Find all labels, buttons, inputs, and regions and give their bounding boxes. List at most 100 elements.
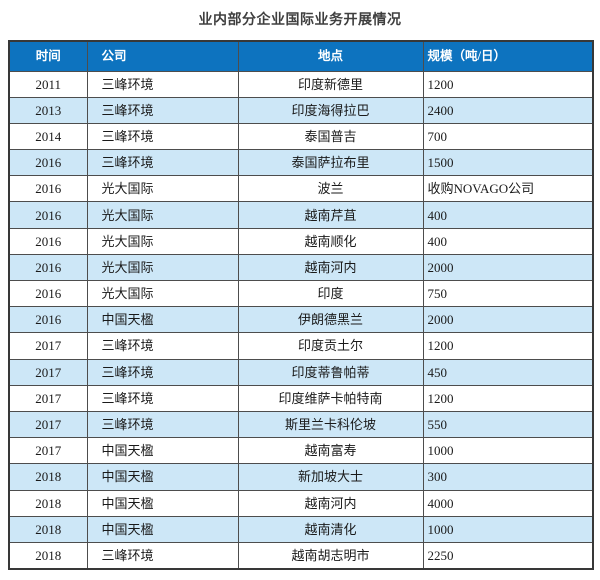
cell-scale: 750 bbox=[422, 279, 594, 308]
cell-company: 三峰环境 bbox=[86, 358, 239, 386]
table-row: 2017 中国天楹 越南富寿 1000 bbox=[8, 437, 594, 465]
cell-time: 2018 bbox=[8, 463, 88, 491]
cell-company: 中国天楹 bbox=[86, 515, 239, 543]
cell-company: 三峰环境 bbox=[86, 541, 239, 570]
cell-company: 三峰环境 bbox=[86, 149, 239, 177]
cell-company: 光大国际 bbox=[86, 227, 239, 255]
table-row: 2016 光大国际 越南河内 2000 bbox=[8, 253, 594, 282]
cell-scale: 4000 bbox=[422, 489, 594, 517]
cell-company: 三峰环境 bbox=[86, 96, 239, 124]
cell-scale: 400 bbox=[422, 201, 594, 229]
cell-company: 中国天楹 bbox=[86, 463, 239, 491]
cell-location: 越南胡志明市 bbox=[237, 541, 424, 570]
cell-company: 中国天楹 bbox=[86, 437, 239, 465]
cell-time: 2016 bbox=[8, 279, 88, 308]
cell-location: 印度贡土尔 bbox=[237, 332, 424, 360]
cell-scale: 2400 bbox=[422, 96, 594, 124]
cell-time: 2017 bbox=[8, 358, 88, 386]
cell-location: 伊朗德黑兰 bbox=[237, 306, 424, 334]
cell-time: 2018 bbox=[8, 541, 88, 570]
table-row: 2016 中国天楹 伊朗德黑兰 2000 bbox=[8, 306, 594, 334]
cell-company: 三峰环境 bbox=[86, 410, 239, 439]
cell-scale: 2000 bbox=[422, 306, 594, 334]
cell-scale: 300 bbox=[422, 463, 594, 491]
table-row: 2017 三峰环境 印度蒂鲁帕蒂 450 bbox=[8, 358, 594, 386]
cell-location: 越南顺化 bbox=[237, 227, 424, 255]
cell-time: 2013 bbox=[8, 96, 88, 124]
table-row: 2011 三峰环境 印度新德里 1200 bbox=[8, 70, 594, 98]
cell-company: 光大国际 bbox=[86, 175, 239, 203]
cell-time: 2016 bbox=[8, 227, 88, 255]
cell-time: 2014 bbox=[8, 122, 88, 151]
cell-time: 2011 bbox=[8, 70, 88, 98]
table-row: 2017 三峰环境 印度贡土尔 1200 bbox=[8, 332, 594, 360]
table-row: 2016 光大国际 越南芹苴 400 bbox=[8, 201, 594, 229]
cell-scale: 550 bbox=[422, 410, 594, 439]
cell-location: 越南芹苴 bbox=[237, 201, 424, 229]
cell-location: 斯里兰卡科伦坡 bbox=[237, 410, 424, 439]
column-header-company: 公司 bbox=[86, 40, 239, 72]
cell-time: 2016 bbox=[8, 149, 88, 177]
cell-location: 越南河内 bbox=[237, 489, 424, 517]
cell-scale: 1500 bbox=[422, 149, 594, 177]
cell-company: 光大国际 bbox=[86, 279, 239, 308]
cell-time: 2018 bbox=[8, 515, 88, 543]
table-row: 2018 中国天楹 越南河内 4000 bbox=[8, 489, 594, 517]
cell-location: 越南清化 bbox=[237, 515, 424, 543]
cell-scale: 1000 bbox=[422, 437, 594, 465]
cell-scale: 400 bbox=[422, 227, 594, 255]
cell-scale: 1200 bbox=[422, 332, 594, 360]
cell-location: 印度 bbox=[237, 279, 424, 308]
table-row: 2017 三峰环境 印度维萨卡帕特南 1200 bbox=[8, 384, 594, 412]
cell-company: 三峰环境 bbox=[86, 70, 239, 98]
cell-location: 印度维萨卡帕特南 bbox=[237, 384, 424, 412]
cell-scale: 2000 bbox=[422, 253, 594, 282]
cell-location: 泰国普吉 bbox=[237, 122, 424, 151]
table-row: 2016 三峰环境 泰国萨拉布里 1500 bbox=[8, 149, 594, 177]
cell-location: 印度新德里 bbox=[237, 70, 424, 98]
cell-scale: 1000 bbox=[422, 515, 594, 543]
international-business-table: 时间 公司 地点 规模（吨/日） 2011 三峰环境 印度新德里 1200 2013 三峰… bbox=[8, 40, 594, 570]
table-row: 2017 三峰环境 斯里兰卡科伦坡 550 bbox=[8, 410, 594, 439]
column-header-location: 地点 bbox=[237, 40, 424, 72]
cell-time: 2016 bbox=[8, 253, 88, 282]
table-row: 2018 三峰环境 越南胡志明市 2250 bbox=[8, 541, 594, 570]
column-header-time: 时间 bbox=[8, 40, 88, 72]
cell-company: 三峰环境 bbox=[86, 122, 239, 151]
cell-company: 中国天楹 bbox=[86, 306, 239, 334]
cell-scale: 2250 bbox=[422, 541, 594, 570]
cell-time: 2017 bbox=[8, 410, 88, 439]
column-header-scale: 规模（吨/日） bbox=[422, 40, 594, 72]
cell-company: 光大国际 bbox=[86, 201, 239, 229]
cell-location: 泰国萨拉布里 bbox=[237, 149, 424, 177]
cell-scale: 700 bbox=[422, 122, 594, 151]
table-row: 2018 中国天楹 越南清化 1000 bbox=[8, 515, 594, 543]
cell-time: 2016 bbox=[8, 201, 88, 229]
cell-company: 光大国际 bbox=[86, 253, 239, 282]
table-row: 2016 光大国际 越南顺化 400 bbox=[8, 227, 594, 255]
cell-scale: 1200 bbox=[422, 70, 594, 98]
table-body: 2011 三峰环境 印度新德里 1200 2013 三峰环境 印度海得拉巴 2400 2014 三… bbox=[8, 70, 594, 570]
table-row: 2016 光大国际 印度 750 bbox=[8, 279, 594, 308]
cell-company: 三峰环境 bbox=[86, 332, 239, 360]
table-row: 2018 中国天楹 新加坡大士 300 bbox=[8, 463, 594, 491]
table-row: 2013 三峰环境 印度海得拉巴 2400 bbox=[8, 96, 594, 124]
cell-time: 2017 bbox=[8, 437, 88, 465]
cell-company: 三峰环境 bbox=[86, 384, 239, 412]
table-header-row: 时间 公司 地点 规模（吨/日） bbox=[8, 40, 594, 72]
cell-location: 印度海得拉巴 bbox=[237, 96, 424, 124]
cell-location: 印度蒂鲁帕蒂 bbox=[237, 358, 424, 386]
cell-location: 波兰 bbox=[237, 175, 424, 203]
table-row: 2014 三峰环境 泰国普吉 700 bbox=[8, 122, 594, 151]
cell-time: 2016 bbox=[8, 306, 88, 334]
cell-scale: 1200 bbox=[422, 384, 594, 412]
cell-location: 新加坡大士 bbox=[237, 463, 424, 491]
cell-time: 2017 bbox=[8, 384, 88, 412]
cell-time: 2016 bbox=[8, 175, 88, 203]
cell-time: 2018 bbox=[8, 489, 88, 517]
cell-location: 越南河内 bbox=[237, 253, 424, 282]
table-row: 2016 光大国际 波兰 收购NOVAGO公司 bbox=[8, 175, 594, 203]
cell-time: 2017 bbox=[8, 332, 88, 360]
cell-scale: 450 bbox=[422, 358, 594, 386]
